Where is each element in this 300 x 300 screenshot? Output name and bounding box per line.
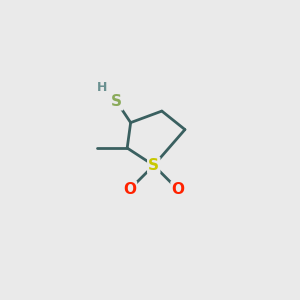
Text: S: S — [148, 158, 159, 173]
Text: H: H — [97, 82, 107, 94]
Text: S: S — [111, 94, 122, 109]
Text: O: O — [123, 182, 136, 197]
Text: O: O — [172, 182, 184, 197]
